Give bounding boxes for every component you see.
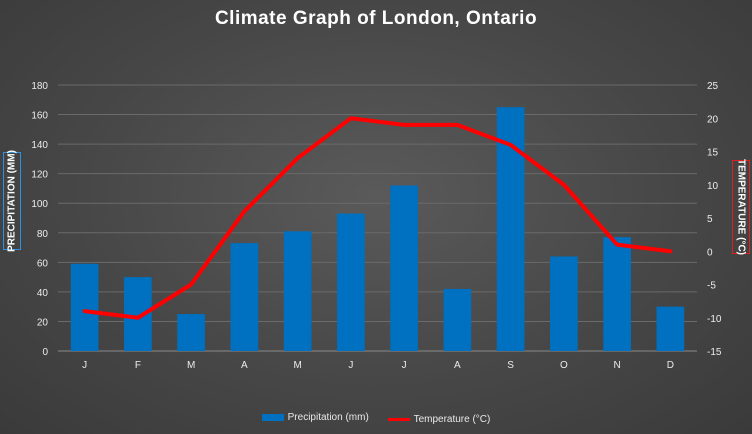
legend-swatch-temperature xyxy=(387,418,410,421)
left-tick-label: 60 xyxy=(37,258,49,269)
x-tick-label: S xyxy=(507,360,514,371)
x-tick-label: D xyxy=(667,360,674,371)
right-tick-label: 10 xyxy=(707,181,719,192)
precipitation-bar xyxy=(443,288,472,351)
precipitation-bar xyxy=(70,263,99,351)
precipitation-bar xyxy=(177,314,205,351)
legend-swatch-precipitation xyxy=(261,414,284,421)
left-tick-label: 20 xyxy=(37,317,49,328)
right-axis-title-box: TEMPERATURE (°C) xyxy=(732,159,750,255)
x-tick-label: J xyxy=(82,360,87,371)
right-tick-label: 15 xyxy=(707,148,719,159)
x-tick-label: N xyxy=(614,360,621,371)
precipitation-bar xyxy=(656,306,685,351)
temperature-point xyxy=(509,143,513,147)
left-tick-label: 160 xyxy=(31,111,48,122)
left-axis-title-box: PRECIPITATION (MM) xyxy=(3,150,21,252)
left-tick-label: 0 xyxy=(42,347,48,358)
precipitation-bar xyxy=(550,256,578,351)
precipitation-bar xyxy=(337,213,365,351)
left-tick-label: 120 xyxy=(31,170,48,181)
temperature-line xyxy=(82,116,673,320)
right-tick-label: 5 xyxy=(707,214,713,225)
legend: Precipitation (mm) Temperature (°C) xyxy=(0,412,752,425)
right-tick-label: -5 xyxy=(707,281,716,292)
legend-item-precipitation: Precipitation (mm) xyxy=(261,412,369,423)
x-tick-label: A xyxy=(241,360,248,371)
left-tick-label: 180 xyxy=(31,81,48,92)
chart-title: Climate Graph of London, Ontario xyxy=(214,8,538,29)
precipitation-bar xyxy=(603,237,631,351)
precipitation-bar xyxy=(496,107,525,352)
x-tick-label: M xyxy=(293,360,301,371)
temperature-point xyxy=(83,309,87,313)
left-tick-label: 140 xyxy=(31,140,48,151)
temperature-point xyxy=(562,183,566,187)
right-tick-label: -10 xyxy=(707,314,722,325)
left-tick-label: 40 xyxy=(37,288,49,299)
x-tick-label: J xyxy=(348,360,353,371)
x-tick-label: O xyxy=(560,360,568,371)
temperature-point xyxy=(136,316,140,320)
temperature-point xyxy=(349,116,353,120)
precipitation-bar xyxy=(283,231,312,351)
temperature-point xyxy=(296,156,300,160)
left-tick-label: 80 xyxy=(37,229,49,240)
legend-label-precipitation: Precipitation (mm) xyxy=(287,412,369,423)
temperature-point xyxy=(455,123,459,127)
temperature-point xyxy=(242,209,246,213)
precipitation-bar xyxy=(390,185,418,351)
temperature-point xyxy=(615,243,619,247)
right-tick-label: 25 xyxy=(707,81,719,92)
temperature-point xyxy=(189,283,193,286)
x-tick-label: A xyxy=(454,360,461,371)
right-tick-label: -15 xyxy=(707,347,722,358)
temperature-point xyxy=(668,249,672,253)
legend-label-temperature: Temperature (°C) xyxy=(413,414,491,425)
right-tick-label: 20 xyxy=(707,114,719,125)
precipitation-bar xyxy=(230,243,259,351)
x-tick-label: M xyxy=(187,360,195,371)
right-tick-label: 0 xyxy=(707,247,713,258)
legend-item-temperature: Temperature (°C) xyxy=(387,414,491,425)
x-tick-label: F xyxy=(135,360,141,371)
temperature-point xyxy=(402,123,406,127)
left-tick-label: 100 xyxy=(31,199,48,210)
x-tick-label: J xyxy=(402,360,407,371)
